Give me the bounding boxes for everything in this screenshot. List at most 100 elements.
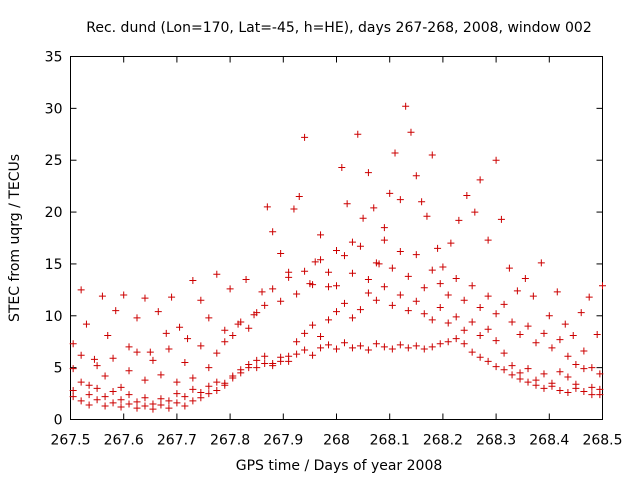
data-point bbox=[356, 306, 364, 314]
data-point bbox=[380, 236, 388, 244]
data-point bbox=[109, 387, 117, 395]
data-point bbox=[580, 365, 588, 373]
data-point bbox=[380, 343, 388, 351]
data-point bbox=[173, 399, 181, 407]
data-point bbox=[221, 338, 229, 346]
data-point bbox=[372, 296, 380, 304]
data-point bbox=[149, 405, 157, 413]
data-point bbox=[165, 397, 173, 405]
data-point bbox=[444, 291, 452, 299]
data-point bbox=[513, 287, 521, 295]
data-point bbox=[311, 258, 319, 266]
data-point bbox=[564, 352, 572, 360]
chart-title: Rec. dund (Lon=170, Lat=-45, h=HE), days… bbox=[86, 20, 592, 36]
data-point bbox=[261, 301, 269, 309]
y-tick-label: 0 bbox=[54, 413, 63, 429]
data-point bbox=[205, 364, 213, 372]
data-point bbox=[333, 345, 340, 353]
x-axis: 267.5 267.6 267.7 267.8 267.9 268 268.1 268.2 26… bbox=[50, 56, 623, 449]
data-point bbox=[157, 401, 165, 409]
data-point bbox=[516, 375, 524, 383]
data-point bbox=[436, 303, 444, 311]
data-point bbox=[444, 338, 452, 346]
data-point bbox=[245, 361, 253, 369]
y-tick-label: 35 bbox=[45, 50, 63, 66]
data-point bbox=[596, 391, 604, 399]
data-point bbox=[141, 394, 149, 402]
data-point bbox=[295, 193, 303, 201]
data-point bbox=[269, 228, 277, 236]
data-point bbox=[388, 345, 396, 353]
data-point bbox=[508, 362, 516, 370]
data-point bbox=[356, 242, 364, 250]
data-point bbox=[532, 376, 540, 384]
data-point bbox=[460, 296, 468, 304]
x-tick-label: 267.5 bbox=[50, 433, 90, 449]
data-point bbox=[380, 283, 388, 291]
data-point bbox=[93, 396, 101, 404]
data-point bbox=[242, 275, 250, 283]
data-point bbox=[580, 347, 588, 355]
data-point bbox=[261, 352, 269, 360]
data-point bbox=[69, 393, 77, 401]
data-point bbox=[396, 291, 404, 299]
data-point bbox=[184, 335, 192, 343]
data-point bbox=[141, 402, 149, 410]
data-point bbox=[253, 309, 261, 317]
data-point bbox=[189, 374, 197, 382]
data-point bbox=[173, 378, 181, 386]
y-axis-label: STEC from uqrg / TECUs bbox=[7, 154, 23, 322]
x-tick-label: 267.8 bbox=[210, 433, 250, 449]
data-point bbox=[85, 391, 93, 399]
data-point bbox=[532, 339, 540, 347]
data-point bbox=[189, 397, 197, 405]
data-point bbox=[484, 236, 492, 244]
data-point bbox=[492, 156, 500, 164]
data-point bbox=[348, 238, 356, 246]
data-point bbox=[301, 346, 309, 354]
data-point bbox=[290, 205, 298, 213]
data-point bbox=[537, 259, 545, 267]
data-point bbox=[269, 285, 277, 293]
data-point bbox=[370, 204, 378, 212]
data-point bbox=[253, 364, 261, 372]
data-point bbox=[189, 385, 197, 393]
data-point bbox=[553, 288, 561, 296]
data-point bbox=[226, 285, 234, 293]
data-point bbox=[476, 353, 484, 361]
data-point bbox=[476, 303, 484, 311]
y-tick-label: 5 bbox=[54, 361, 63, 377]
data-point bbox=[333, 246, 340, 254]
data-point bbox=[364, 289, 372, 297]
data-point bbox=[460, 340, 468, 348]
data-point bbox=[388, 301, 396, 309]
data-point bbox=[364, 275, 372, 283]
data-point bbox=[492, 363, 500, 371]
x-tick-label: 268.2 bbox=[423, 433, 463, 449]
data-point bbox=[109, 354, 117, 362]
data-point bbox=[77, 351, 85, 359]
data-point bbox=[309, 351, 317, 359]
data-point bbox=[572, 361, 580, 369]
data-point bbox=[476, 331, 484, 339]
data-point bbox=[412, 297, 420, 305]
data-point bbox=[439, 263, 447, 271]
data-point bbox=[396, 247, 404, 255]
x-axis-label: GPS time / Days of year 2008 bbox=[236, 458, 443, 474]
data-point bbox=[359, 214, 367, 222]
data-point bbox=[444, 319, 452, 327]
data-point bbox=[404, 344, 412, 352]
data-point bbox=[168, 293, 176, 301]
data-point bbox=[69, 340, 77, 348]
data-point bbox=[112, 307, 120, 315]
data-point bbox=[133, 404, 141, 412]
y-axis: 0 5 10 15 20 25 30 35 bbox=[45, 50, 603, 429]
data-point bbox=[301, 133, 309, 141]
data-point bbox=[258, 288, 266, 296]
data-point bbox=[420, 310, 428, 318]
data-point bbox=[434, 244, 442, 252]
data-point bbox=[277, 250, 285, 258]
data-point bbox=[317, 231, 325, 239]
data-point bbox=[452, 335, 460, 343]
data-point bbox=[325, 316, 333, 324]
